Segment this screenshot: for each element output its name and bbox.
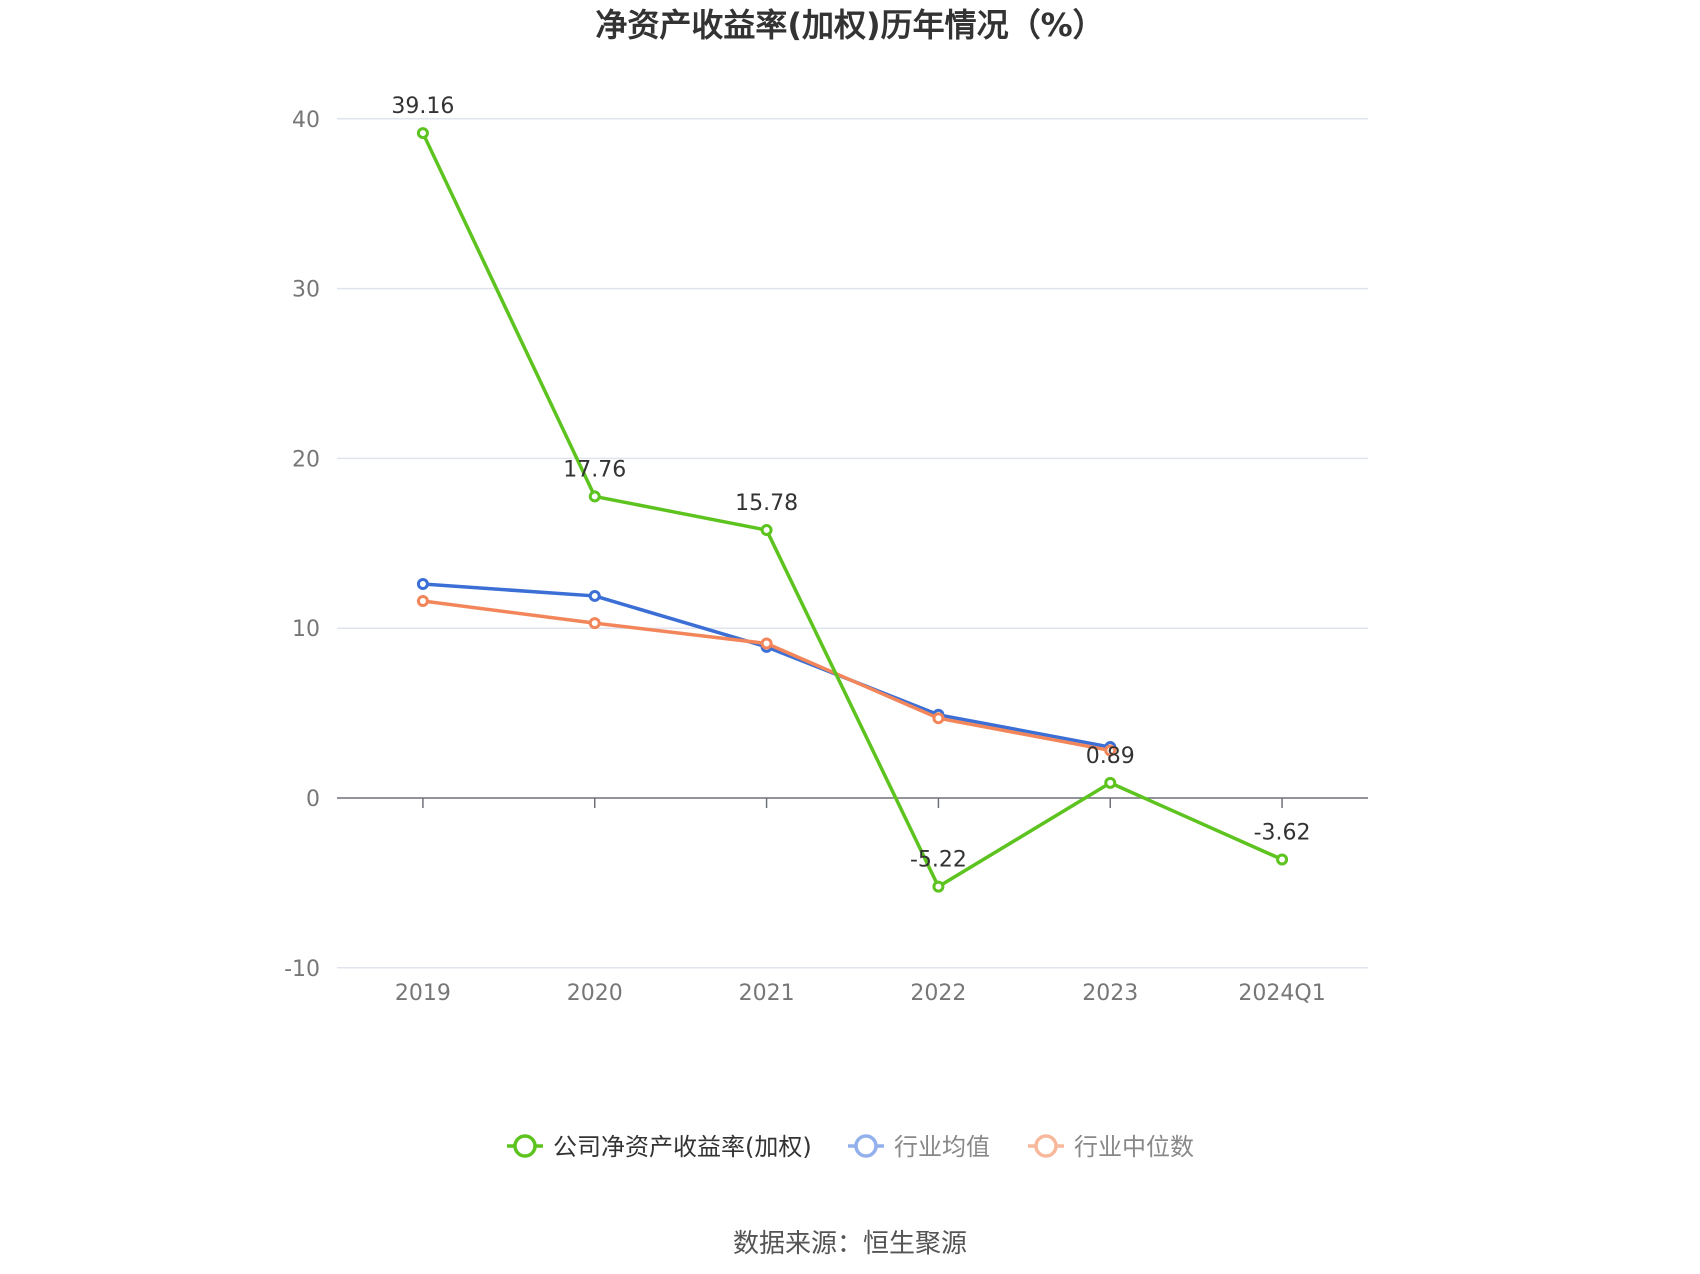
data-label: -3.62 (1254, 820, 1311, 845)
series-1-point (588, 589, 601, 602)
data-labels: 39.16 17.76 15.78 -5.22 0.89 -3.62 (391, 94, 1310, 873)
series-0-point (1276, 853, 1289, 866)
series-2-point (932, 712, 945, 725)
source-note: 数据来源：恒生聚源 (733, 1229, 967, 1259)
x-tick-label: 2024Q1 (1238, 981, 1325, 1006)
data-label: 39.16 (391, 94, 454, 119)
x-tick-label: 2023 (1082, 981, 1138, 1006)
legend-item-1[interactable]: 行业均值 (894, 1133, 990, 1161)
legend-item-2[interactable]: 行业中位数 (1074, 1133, 1194, 1161)
y-tick-label: -10 (284, 957, 320, 982)
data-label: 17.76 (563, 457, 626, 482)
series-2-point (588, 617, 601, 630)
series-2-point (760, 637, 773, 650)
data-label: 0.89 (1086, 744, 1135, 769)
legend-swatch-marker (854, 1134, 878, 1158)
y-tick-label: 20 (292, 447, 320, 472)
x-tick-label: 2020 (567, 981, 623, 1006)
y-tick-label: 40 (292, 108, 320, 133)
series-lines (416, 127, 1289, 893)
y-tick-label: 10 (292, 617, 320, 642)
series-0-point (588, 490, 601, 503)
x-tick-label: 2021 (739, 981, 795, 1006)
data-label: -5.22 (910, 848, 967, 873)
legend-swatch-marker (1034, 1134, 1058, 1158)
series-2-point (416, 595, 429, 608)
legend-swatch-marker (513, 1134, 537, 1158)
series-0-point (932, 880, 945, 893)
series-line-1 (422, 582, 1111, 749)
legend-item-0[interactable]: 公司净资产收益率(加权) (553, 1133, 812, 1161)
x-tick-label: 2022 (910, 981, 966, 1006)
x-tick-label: 2019 (395, 981, 451, 1006)
series-0-point (416, 127, 429, 140)
y-tick-label: 0 (306, 787, 320, 812)
series-2-point (1104, 744, 1117, 757)
x-axis-ticks: 2019 2020 2021 2022 2023 2024Q1 (395, 981, 1326, 1006)
legend: 公司净资产收益率(加权) 行业均值 行业中位数 (507, 1133, 1194, 1161)
series-1-point (416, 578, 429, 591)
series-0-point (1104, 776, 1117, 789)
chart-title: 净资产收益率(加权)历年情况（%） (595, 6, 1104, 44)
data-label: 15.78 (735, 491, 798, 516)
series-line-0 (421, 132, 1283, 889)
grid-lines (337, 118, 1368, 969)
y-axis-ticks: 40 30 20 10 0 -10 (284, 108, 320, 982)
x-axis (337, 797, 1368, 808)
y-tick-label: 30 (292, 278, 320, 303)
series-0-point (760, 524, 773, 537)
